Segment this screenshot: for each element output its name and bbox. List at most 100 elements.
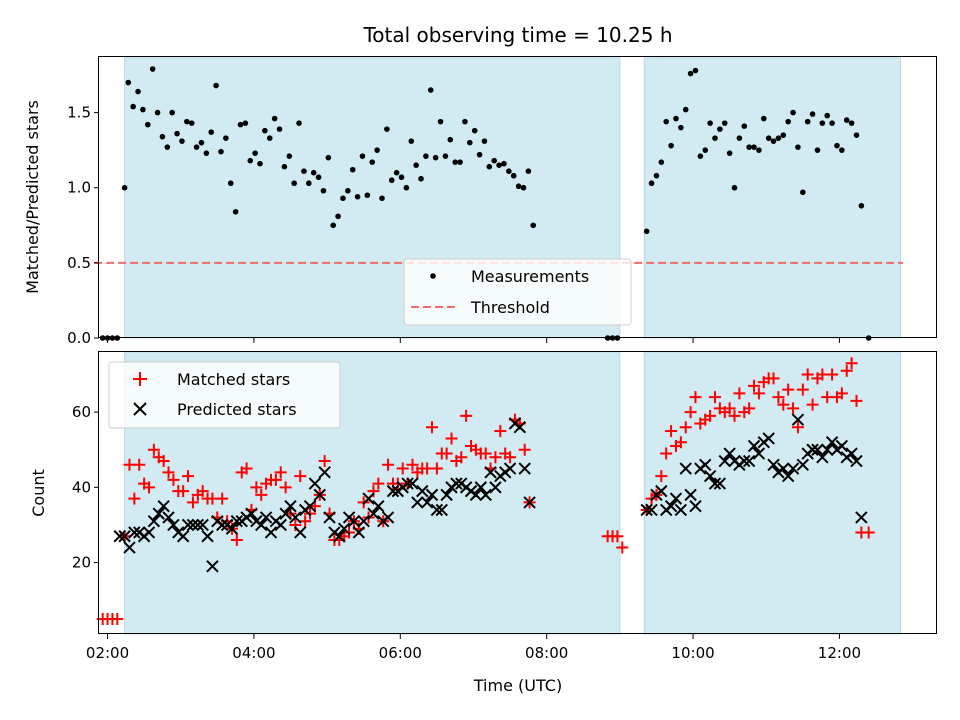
matched-star-point (318, 455, 331, 468)
y-tick-label: 1.0 (67, 179, 91, 197)
measurement-point (257, 160, 263, 167)
measurement-point (447, 136, 454, 143)
measurement-point (702, 147, 709, 153)
predicted-star-point (786, 462, 800, 475)
predicted-star-point (723, 447, 736, 460)
measurement-point (315, 174, 322, 181)
matched-star-point (269, 473, 282, 486)
measurement-point (697, 153, 704, 159)
measurement-point (330, 222, 337, 229)
measurement-point (408, 138, 415, 144)
predicted-star-point (333, 530, 346, 543)
measurement-point (476, 151, 483, 158)
bottom-legend: Matched stars Predicted stars (108, 361, 341, 429)
predicted-star-point (201, 530, 214, 543)
matched-star-point (679, 421, 692, 434)
predicted-stars-series (113, 413, 868, 573)
predicted-star-point (796, 458, 810, 472)
matched-star-point (147, 443, 160, 456)
top-legend-box (403, 258, 632, 326)
matched-star-point (460, 409, 473, 422)
measurement-point (349, 166, 356, 173)
measurement-point (130, 103, 136, 110)
matched-star-point (274, 466, 287, 479)
matched-star-point (255, 488, 268, 501)
predicted-star-point (703, 469, 717, 483)
predicted-star-point (718, 454, 731, 468)
predicted-star-point (372, 499, 385, 513)
predicted-star-point (742, 454, 756, 468)
measurement-point (403, 184, 410, 191)
measurement-point (374, 147, 380, 153)
matched-star-point (767, 372, 780, 385)
measurement-point (648, 180, 655, 187)
predicted-legend-label: Predicted stars (177, 400, 297, 419)
predicted-star-point (420, 496, 434, 509)
matched-star-point (518, 443, 531, 456)
matched-star-point (196, 485, 209, 498)
predicted-star-point (713, 477, 727, 490)
x-tick-label: 04:00 (232, 644, 275, 662)
matched-star-point (494, 424, 507, 437)
predicted-star-point (821, 443, 834, 456)
measurement-point (800, 189, 806, 196)
bottom-x-ticks: 02:00 04:00 06:00 08:00 10:00 12:00 (86, 634, 861, 662)
measurement-point (320, 187, 327, 194)
measurement-point (121, 184, 128, 191)
bottom-axes-frame (98, 351, 937, 634)
predicted-star-point (425, 488, 439, 502)
predicted-star-point (474, 481, 488, 494)
predicted-star-point (406, 477, 419, 490)
measurement-point (741, 123, 748, 129)
predicted-star-point (440, 488, 453, 502)
top-y-ticks: 0.0 0.5 1.0 1.5 (67, 104, 99, 347)
matched-star-point (162, 466, 175, 479)
predicted-star-point (416, 484, 429, 498)
predicted-star-point (367, 507, 380, 520)
measurement-point (149, 66, 156, 72)
y-tick-label: 1.5 (67, 104, 91, 122)
matched-star-point (250, 481, 263, 494)
measurement-point (208, 129, 215, 135)
predicted-star-point (767, 458, 780, 472)
measurement-point (413, 162, 419, 168)
matched-star-point (279, 481, 292, 494)
predicted-star-point (259, 511, 273, 524)
predicted-star-point (806, 443, 819, 456)
matched-star-point (850, 394, 863, 407)
y-tick-label: 60 (72, 403, 91, 421)
matched-star-point (806, 398, 819, 411)
measurement-point (770, 138, 777, 144)
predicted-star-point (484, 466, 497, 479)
predicted-star-point (835, 439, 849, 453)
measurement-point (481, 138, 488, 144)
matched-star-point (840, 364, 853, 377)
matched-star-point (177, 485, 190, 498)
predicted-star-point (747, 439, 761, 453)
predicted-star-point (279, 507, 292, 520)
matched-star-point (655, 470, 668, 483)
measurement-point (154, 109, 161, 116)
predicted-star-point (781, 469, 795, 483)
predicted-star-point (303, 499, 317, 513)
matched-star-point (455, 451, 468, 464)
matched-star-point (801, 368, 814, 381)
measurement-point (486, 163, 493, 170)
matched-star-point (504, 451, 517, 464)
measurement-point (843, 117, 850, 123)
matched-star-point (216, 492, 229, 505)
predicted-star-point (430, 503, 444, 517)
matched-star-point (167, 473, 180, 486)
predicted-star-point (196, 518, 209, 532)
measurements-legend-label: Measurements (471, 267, 589, 286)
matched-star-point (748, 379, 761, 392)
measurement-point (252, 150, 258, 156)
matched-star-point (440, 447, 453, 460)
matched-star-point (665, 424, 678, 437)
measurement-point (354, 193, 361, 200)
predicted-star-point (503, 462, 517, 475)
measurement-point (223, 135, 229, 141)
predicted-star-point (142, 526, 156, 539)
measurement-point (530, 222, 537, 229)
measurement-point (193, 144, 200, 150)
